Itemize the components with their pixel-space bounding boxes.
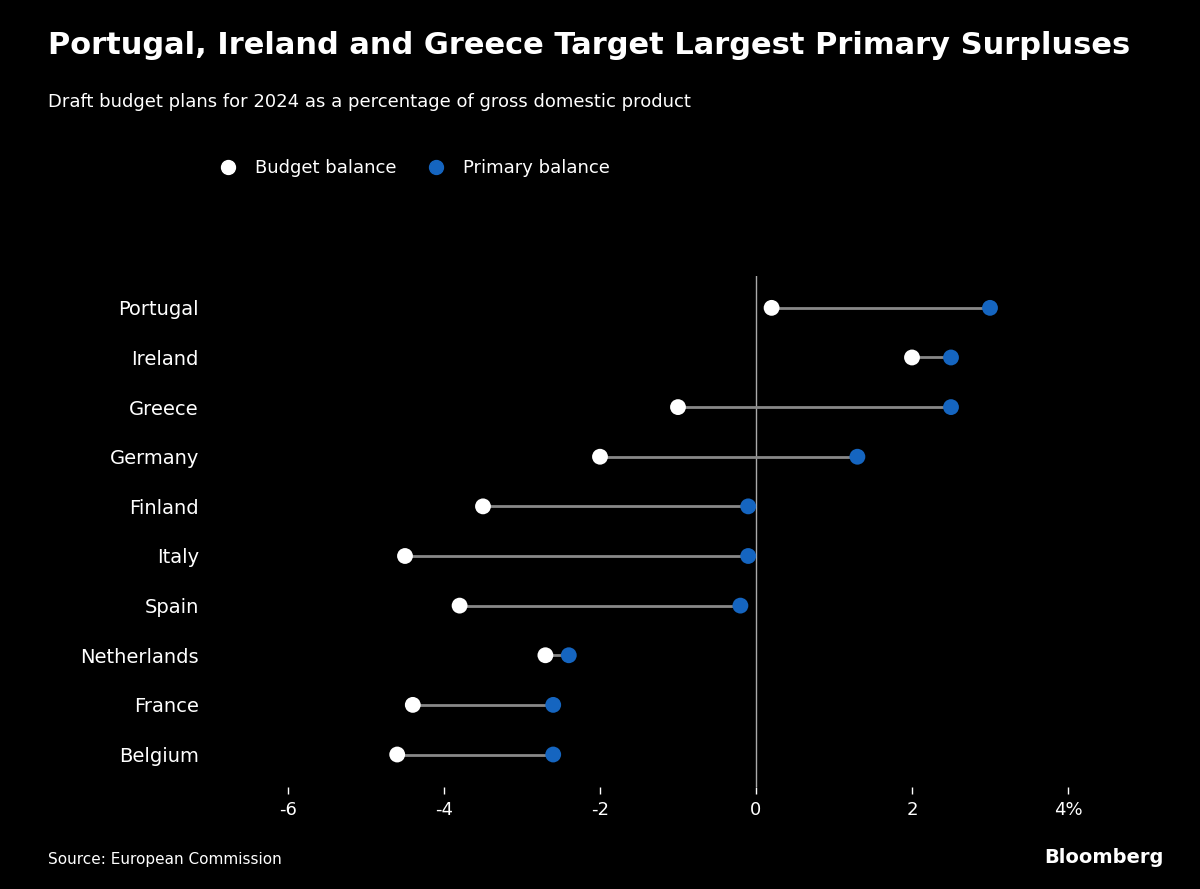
Point	[762, 300, 781, 315]
Point	[450, 598, 469, 613]
Point	[395, 549, 414, 563]
Point	[544, 748, 563, 762]
Point	[559, 648, 578, 662]
Point	[738, 500, 758, 514]
Text: Source: European Commission: Source: European Commission	[48, 852, 282, 867]
Point	[847, 450, 866, 464]
Point	[535, 648, 554, 662]
Legend: Budget balance, Primary balance: Budget balance, Primary balance	[210, 159, 610, 178]
Point	[980, 300, 1000, 315]
Text: Bloomberg: Bloomberg	[1045, 848, 1164, 867]
Point	[731, 598, 750, 613]
Point	[388, 748, 407, 762]
Text: Draft budget plans for 2024 as a percentage of gross domestic product: Draft budget plans for 2024 as a percent…	[48, 93, 691, 111]
Point	[738, 549, 758, 563]
Point	[403, 698, 422, 712]
Point	[590, 450, 610, 464]
Point	[668, 400, 688, 414]
Point	[941, 400, 960, 414]
Point	[902, 350, 922, 364]
Text: Portugal, Ireland and Greece Target Largest Primary Surpluses: Portugal, Ireland and Greece Target Larg…	[48, 31, 1130, 60]
Point	[473, 500, 492, 514]
Point	[941, 350, 960, 364]
Point	[544, 698, 563, 712]
